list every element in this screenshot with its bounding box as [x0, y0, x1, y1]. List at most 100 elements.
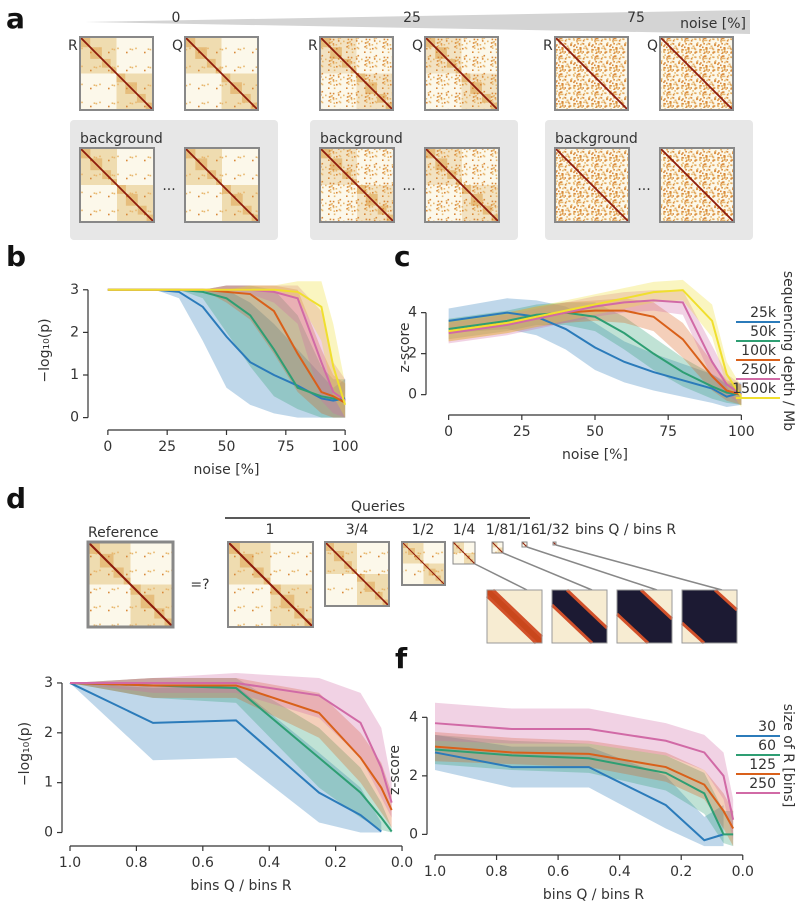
- legend-title: sequencing depth / Mb: [780, 271, 796, 431]
- error-band: [107, 285, 346, 418]
- noise-level: 25: [403, 10, 421, 26]
- heatmap-frame: [86, 540, 175, 629]
- y-tick-label: 0: [44, 825, 53, 841]
- reference-title: Reference: [88, 525, 159, 541]
- x-tick-label: 25: [158, 439, 176, 455]
- noise-axis-label: noise [%]: [680, 16, 746, 32]
- legend-label: 250: [749, 776, 776, 792]
- zoom-frame: [616, 589, 673, 644]
- reference-label: R: [543, 38, 553, 54]
- x-tick-label: 0: [103, 439, 112, 455]
- y-tick-label: 0: [408, 387, 417, 403]
- series-line: [448, 299, 742, 396]
- x-tick-label: 0.0: [732, 864, 754, 880]
- x-axis-label: bins Q / bins R: [543, 887, 644, 901]
- query-label: Q: [412, 38, 423, 54]
- zoom-connector: [555, 544, 723, 591]
- y-tick-label: 1: [70, 367, 79, 383]
- legend-label: 50k: [750, 324, 777, 340]
- heatmap-diagonal: [452, 541, 476, 565]
- noise-wedge: [85, 10, 750, 34]
- heatmap-frame: [424, 147, 500, 223]
- x-tick-label: 0.2: [670, 864, 692, 880]
- error-band: [435, 734, 724, 847]
- x-tick-label: 0: [444, 424, 453, 440]
- series-line: [107, 288, 347, 406]
- heatmap-diagonal: [79, 147, 155, 223]
- heatmap-diagonal: [324, 541, 390, 607]
- heatmap-frame: [491, 541, 504, 554]
- heatmap-frame: [659, 147, 735, 223]
- y-tick-label: 4: [409, 709, 418, 725]
- series-line: [69, 681, 393, 811]
- x-axis-label: noise [%]: [194, 462, 260, 478]
- legend-label: 1500k: [732, 381, 777, 397]
- zoom-frame: [486, 589, 543, 644]
- error-band: [448, 298, 742, 407]
- series-line: [434, 748, 734, 836]
- series-line: [434, 722, 735, 820]
- x-tick-label: 100: [728, 424, 755, 440]
- zoom-edge: [565, 588, 609, 630]
- heatmap-frame: [319, 147, 395, 223]
- y-tick-label: 2: [408, 346, 417, 362]
- x-tick-label: 75: [659, 424, 677, 440]
- zoom-band: [682, 590, 737, 643]
- error-band: [107, 285, 346, 418]
- fraction-label: 1: [266, 522, 275, 538]
- y-axis-label: z-score: [387, 745, 403, 795]
- error-band: [107, 281, 346, 418]
- zoom-frame: [681, 589, 738, 644]
- heatmap-diagonal: [659, 147, 735, 223]
- panel-letter: a: [6, 2, 25, 35]
- y-tick-label: 1: [44, 775, 53, 791]
- x-tick-label: 0.2: [324, 855, 346, 871]
- x-axis-label: noise [%]: [562, 447, 628, 463]
- reference-label: R: [68, 38, 78, 54]
- zoom-edge: [550, 603, 594, 645]
- error-band: [435, 702, 734, 841]
- y-tick-label: 0: [70, 410, 79, 426]
- error-band: [448, 302, 742, 405]
- error-band: [435, 731, 734, 847]
- series-line: [434, 751, 724, 842]
- y-tick-label: 3: [70, 282, 79, 298]
- legend-label: 30: [758, 719, 776, 735]
- heatmap-frame: [79, 36, 154, 111]
- x-axis-label: bins Q / bins R: [190, 878, 291, 894]
- panel-letter: c: [394, 240, 411, 273]
- series-line: [448, 311, 742, 396]
- error-band: [448, 279, 742, 407]
- heatmap-diagonal: [184, 36, 259, 111]
- zoom-connector: [526, 546, 658, 591]
- fraction-label: 1/8: [486, 522, 509, 538]
- heatmap-diagonal: [491, 541, 504, 554]
- panel-letter: f: [395, 642, 408, 675]
- legend-label: 125: [749, 757, 776, 773]
- background-label: background: [555, 131, 638, 147]
- error-band: [448, 290, 742, 405]
- query-label: Q: [647, 38, 658, 54]
- fraction-label: 3/4: [346, 522, 369, 538]
- y-tick-label: 0: [409, 826, 418, 842]
- zoom-edge: [680, 621, 706, 645]
- heatmap-diagonal: [319, 36, 394, 111]
- fraction-label: 1/16: [508, 522, 540, 538]
- y-axis-label: −log₁₀(p): [17, 722, 33, 786]
- x-tick-label: 1.0: [59, 855, 81, 871]
- heatmap-diagonal: [554, 36, 629, 111]
- x-tick-label: 50: [218, 439, 236, 455]
- y-tick-label: 2: [44, 725, 53, 741]
- heatmap-diagonal: [184, 147, 260, 223]
- heatmap-frame: [324, 541, 390, 607]
- heatmap-frame: [521, 541, 528, 548]
- zoom-edge: [491, 588, 544, 639]
- error-band: [107, 289, 346, 418]
- heatmap-frame: [424, 36, 499, 111]
- legend-title: size of R [bins]: [780, 704, 796, 808]
- legend-label: 60: [758, 738, 776, 754]
- heatmap-frame: [659, 36, 734, 111]
- fraction-axis-label: bins Q / bins R: [575, 522, 676, 538]
- panel-letter: d: [6, 482, 26, 515]
